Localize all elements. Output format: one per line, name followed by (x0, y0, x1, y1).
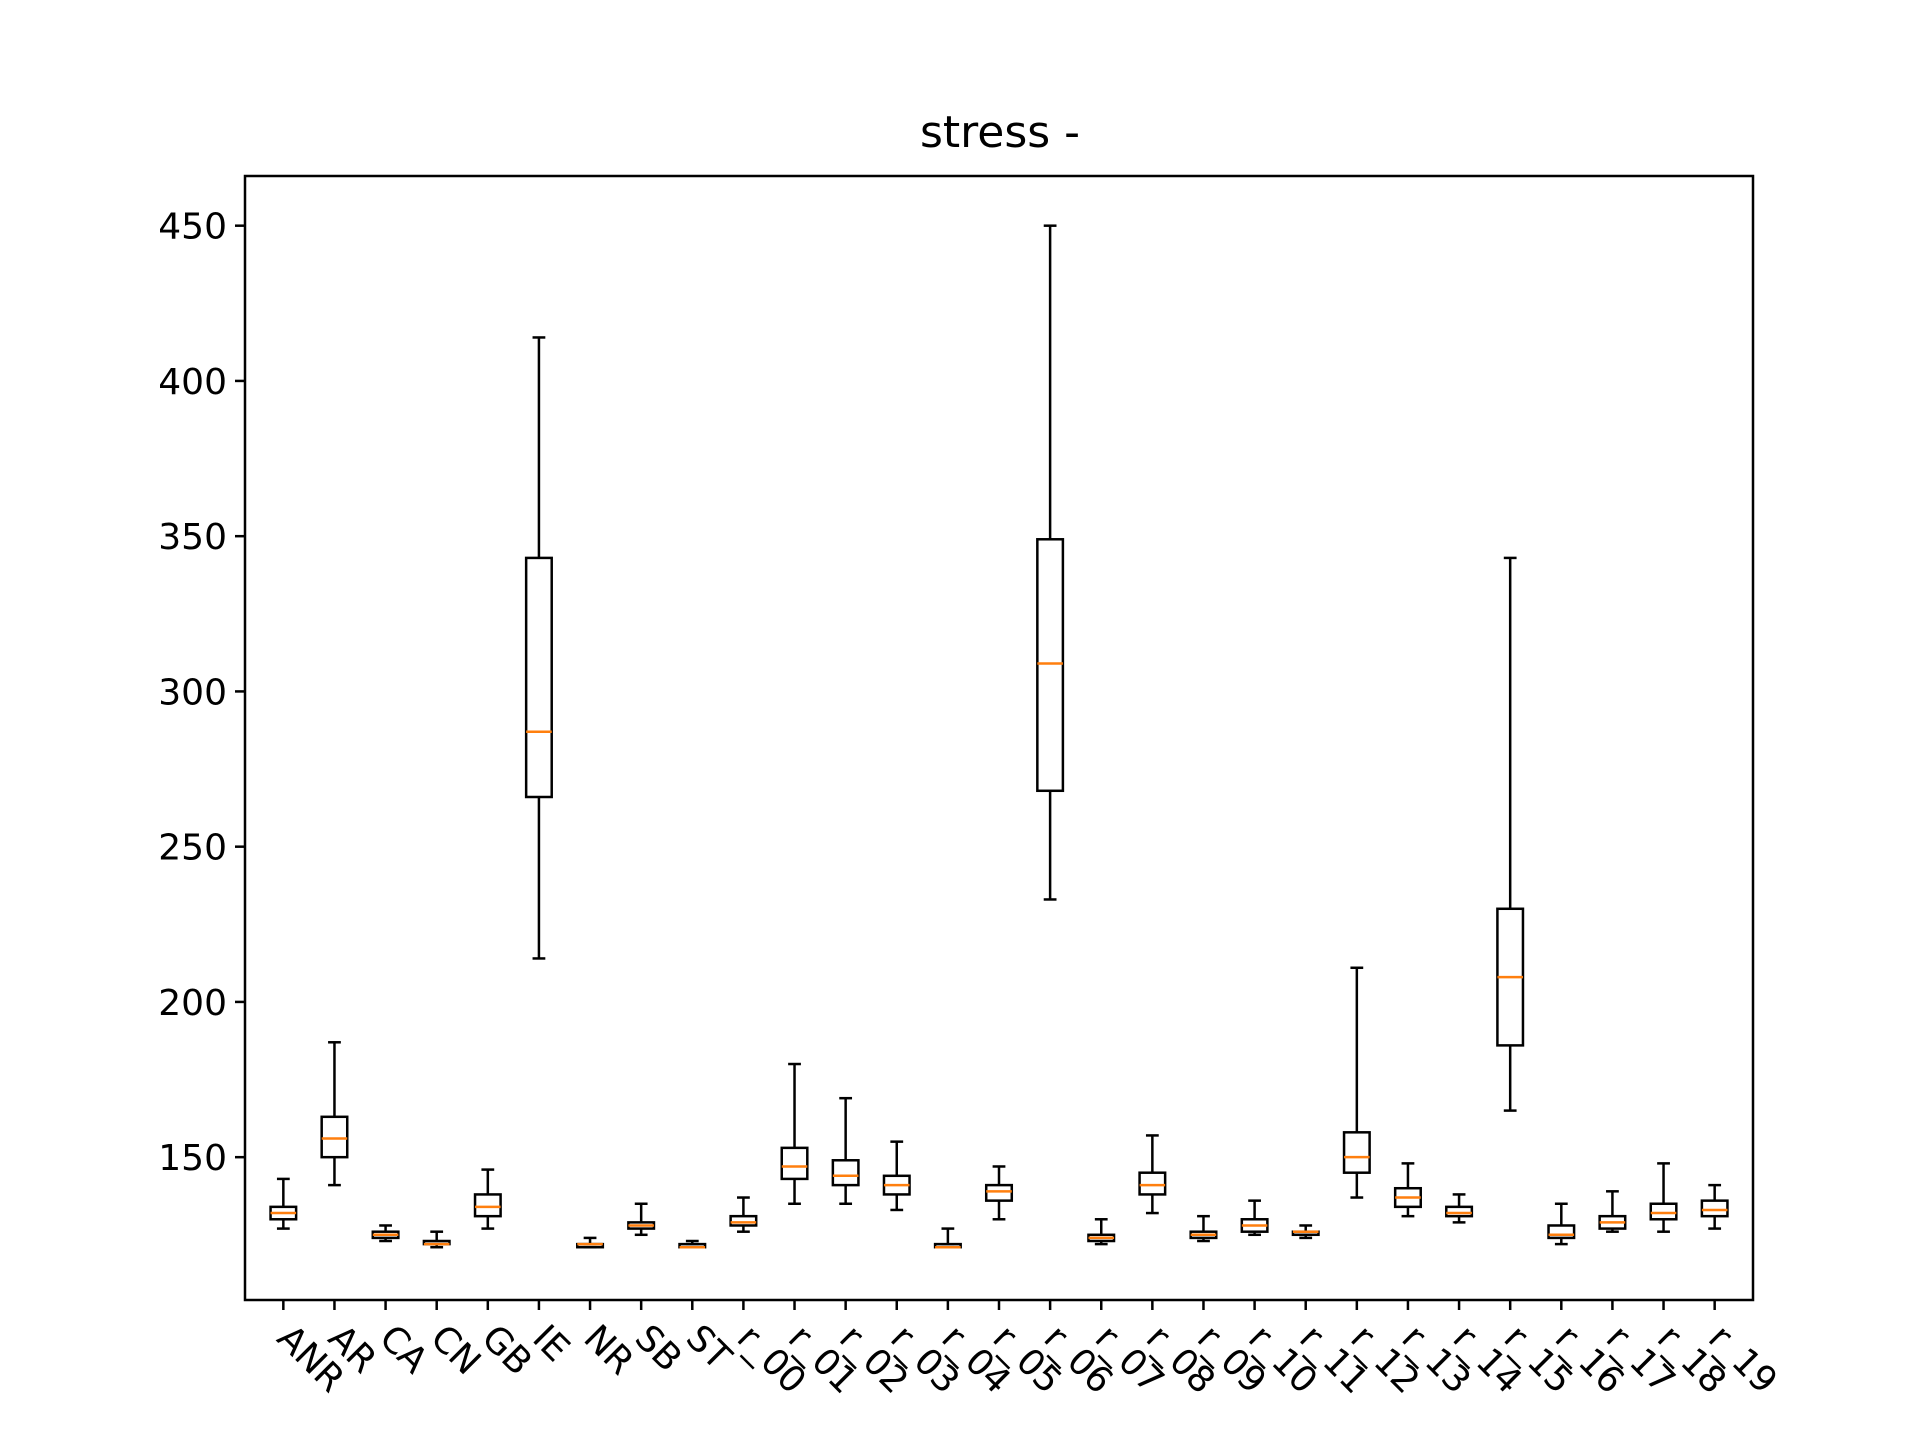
box-group-gb (473, 1168, 502, 1230)
y-tick-label: 300 (158, 672, 227, 713)
box-group-r-16 (1547, 1202, 1576, 1246)
box-group-r-04 (933, 1227, 962, 1249)
box-group-r-11 (1291, 1224, 1320, 1240)
x-axis: ANRARCACNGBIENRSBSTr_00r_01r_02r_03r_04r… (269, 1300, 1785, 1402)
box-group-r-08 (1138, 1134, 1167, 1215)
x-tick-label: IE (525, 1317, 578, 1370)
chart-marks (269, 224, 1729, 1249)
plot-frame (243, 174, 1755, 1302)
chart-title: stress - (920, 107, 1080, 158)
box-iqr (320, 1115, 349, 1159)
box-group-r-01 (780, 1062, 809, 1205)
box-iqr (524, 556, 553, 799)
box-group-r-15 (1496, 556, 1525, 1112)
x-tick-label: SB (627, 1317, 690, 1380)
box-group-r-17 (1598, 1190, 1627, 1233)
box-group-r-00 (729, 1196, 758, 1233)
box-iqr (1138, 1171, 1167, 1196)
box-iqr (780, 1146, 809, 1181)
y-tick-label: 400 (158, 362, 227, 403)
box-iqr (1342, 1131, 1371, 1174)
box-group-cn (422, 1230, 451, 1249)
box-group-r-05 (984, 1165, 1014, 1221)
box-iqr (1700, 1199, 1729, 1218)
y-tick-label: 250 (158, 828, 227, 869)
y-axis: 150 200 250 300 350 400 450 (158, 207, 245, 1179)
box-group-ca (371, 1224, 400, 1243)
box-iqr (1547, 1224, 1576, 1240)
box-group-r-10 (1240, 1199, 1269, 1237)
y-tick-label: 350 (158, 517, 227, 558)
box-iqr (984, 1183, 1014, 1202)
y-tick-label: 200 (158, 983, 227, 1024)
box-group-r-14 (1445, 1193, 1474, 1224)
box-group-r-13 (1393, 1162, 1422, 1218)
box-group-r-07 (1087, 1218, 1116, 1246)
box-iqr (1649, 1202, 1678, 1221)
box-group-anr (269, 1177, 298, 1230)
box-group-r-06 (1036, 224, 1065, 901)
box-group-ar (320, 1041, 349, 1187)
box-group-r-09 (1189, 1214, 1218, 1243)
x-tick-label: ST (678, 1317, 739, 1378)
box-group-st (678, 1239, 707, 1249)
box-group-r-12 (1342, 966, 1371, 1199)
box-group-r-02 (831, 1096, 860, 1205)
box-group-sb (627, 1202, 656, 1237)
y-tick-label: 450 (158, 207, 227, 248)
box-iqr (1445, 1205, 1474, 1218)
box-iqr (1036, 538, 1065, 793)
box-group-r-18 (1649, 1162, 1678, 1233)
box-iqr (729, 1214, 758, 1227)
box-group-ie (524, 336, 553, 960)
y-tick-label: 150 (158, 1138, 227, 1179)
box-group-r-03 (882, 1140, 911, 1212)
box-iqr (473, 1193, 502, 1218)
box-group-nr (576, 1236, 605, 1249)
box-iqr (831, 1159, 860, 1187)
box-group-r-19 (1700, 1183, 1729, 1230)
